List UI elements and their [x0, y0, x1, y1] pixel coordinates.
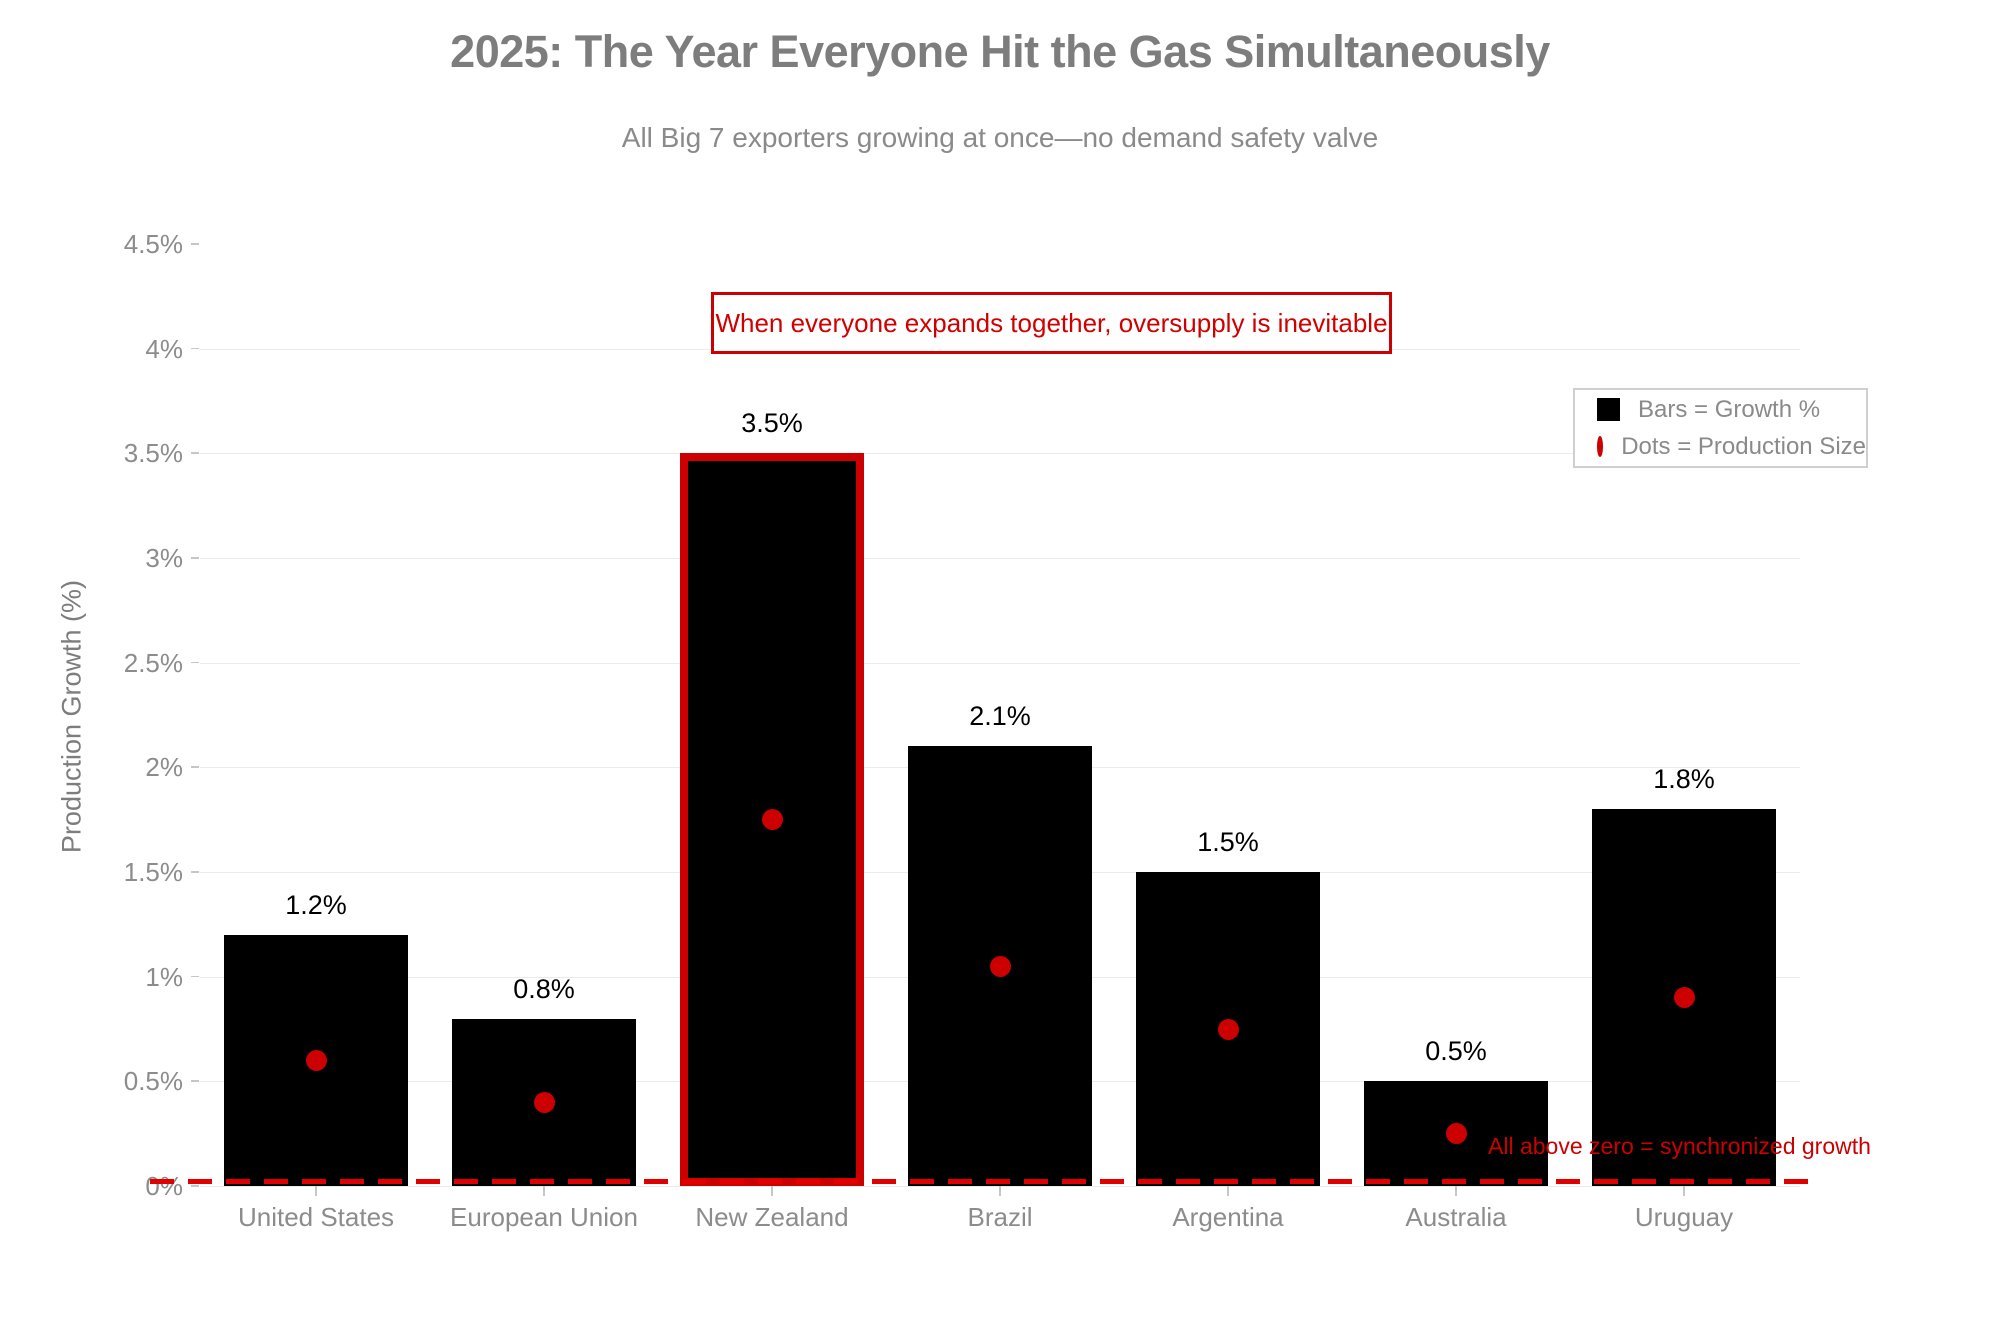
category-label-united-states: United States — [237, 1202, 395, 1232]
bar-swatch-icon — [1597, 398, 1620, 421]
y-tick-label: 4% — [145, 333, 183, 364]
bar-value-label: 1.5% — [1197, 827, 1259, 857]
y-tick-1.5 — [191, 871, 199, 873]
bar-value-label: 0.5% — [1425, 1036, 1487, 1067]
chart-title: 2025: The Year Everyone Hit the Gas Simu… — [450, 26, 1550, 77]
zero-line-note: All above zero = synchronized growth — [1488, 1133, 1871, 1159]
legend-item-dots[interactable]: Dots = Production Size — [1597, 433, 1866, 461]
x-tick — [543, 1186, 545, 1196]
y-tick-3.5 — [191, 452, 199, 454]
x-tick — [315, 1186, 317, 1196]
x-tick — [771, 1186, 773, 1196]
category-label-brazil: Brazil — [967, 1202, 1033, 1232]
legend-item-bars-label: Bars = Growth % — [1638, 395, 1821, 423]
legend: Bars = Growth % Dots = Production Size — [1573, 388, 1868, 468]
y-tick-label: 2% — [145, 752, 183, 783]
gridline-2.5 — [200, 662, 1800, 664]
gridline-3.5 — [200, 453, 1800, 455]
production-size-dot-australia[interactable] — [1445, 1123, 1467, 1145]
production-size-dot-uruguay[interactable] — [1673, 987, 1695, 1009]
category-label-new-zealand: New Zealand — [695, 1202, 849, 1232]
legend-item-dots-label: Dots = Production Size — [1621, 432, 1866, 460]
production-size-dot-new-zealand[interactable] — [761, 809, 783, 831]
y-tick-0.5 — [191, 1080, 199, 1082]
category-label-argentina: Argentina — [1172, 1202, 1284, 1232]
category-label-australia: Australia — [1405, 1202, 1507, 1232]
oversupply-annotation-box: When everyone expands together, oversupp… — [711, 292, 1392, 354]
y-tick-label: 1.5% — [123, 857, 183, 887]
y-tick-label: 0.5% — [123, 1066, 183, 1097]
category-label-european-union: European Union — [450, 1202, 638, 1232]
oversupply-annotation-text: When everyone expands together, oversupp… — [715, 307, 1388, 338]
bar-value-label: 2.1% — [969, 701, 1031, 732]
zero-dashed-line — [150, 1179, 1812, 1184]
y-tick-label: 1% — [145, 961, 183, 992]
y-tick-3 — [191, 557, 199, 559]
x-tick — [1227, 1186, 1229, 1196]
production-size-dot-united-states[interactable] — [305, 1049, 327, 1071]
bar-value-label: 3.5% — [741, 408, 803, 439]
y-tick-label: 3% — [145, 543, 183, 573]
y-tick-4.5 — [191, 243, 199, 245]
y-tick-4 — [191, 347, 199, 350]
y-tick-label: 0% — [145, 1171, 183, 1201]
production-size-dot-brazil[interactable] — [989, 955, 1011, 977]
production-size-dot-european-union[interactable] — [533, 1091, 555, 1113]
gridline-3 — [200, 558, 1800, 559]
y-axis-title: Production Growth (%) — [56, 579, 87, 854]
bar-value-label: 1.2% — [285, 889, 347, 920]
y-tick-1 — [191, 975, 199, 978]
y-tick-label: 4.5% — [123, 229, 183, 259]
chart-subtitle: All Big 7 exporters growing at once—no d… — [621, 122, 1379, 153]
production-size-dot-argentina[interactable] — [1217, 1018, 1239, 1040]
bar-value-label: 1.8% — [1653, 764, 1715, 795]
bar-value-label: 0.8% — [513, 973, 575, 1004]
dot-swatch-icon — [1597, 436, 1604, 457]
x-tick — [1455, 1186, 1457, 1196]
y-tick-2.5 — [191, 661, 199, 664]
legend-item-bars[interactable]: Bars = Growth % — [1597, 396, 1866, 424]
x-tick — [999, 1186, 1001, 1196]
x-tick — [1683, 1186, 1685, 1196]
y-tick-label: 2.5% — [123, 647, 183, 678]
y-tick-0 — [191, 1185, 199, 1187]
category-label-uruguay: Uruguay — [1634, 1202, 1734, 1232]
y-tick-2 — [191, 766, 199, 768]
y-tick-label: 3.5% — [123, 438, 183, 469]
